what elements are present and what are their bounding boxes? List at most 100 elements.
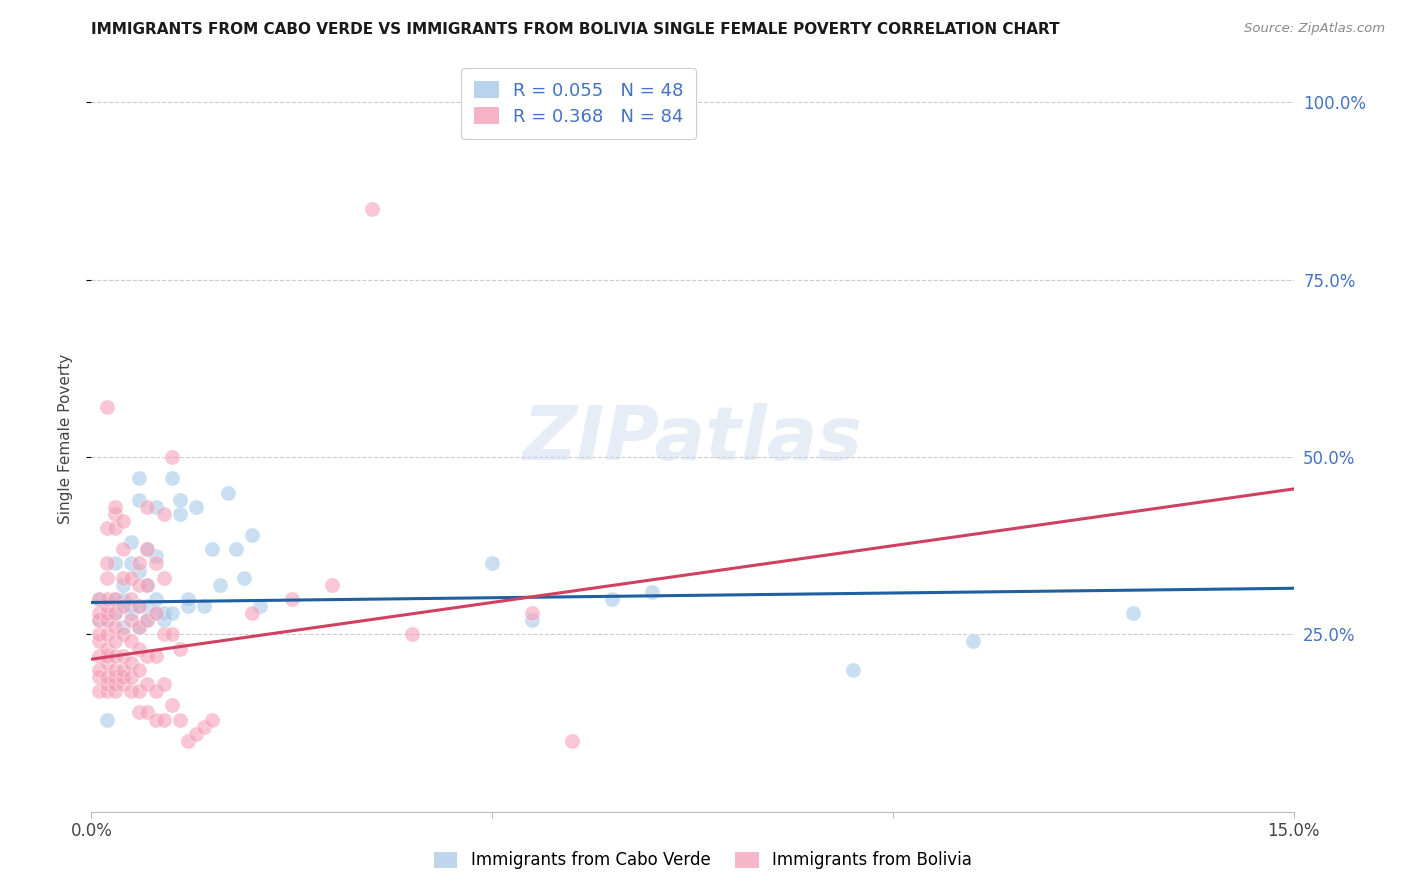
Point (112, 542, 135, 557)
Point (104, 606, 127, 620)
Point (145, 591, 167, 606)
Point (96, 401, 118, 415)
Point (112, 677, 135, 691)
Point (112, 578, 135, 592)
Point (89, 591, 111, 606)
Point (104, 634, 127, 648)
Point (1122, 606, 1144, 620)
Point (145, 606, 167, 620)
Point (136, 677, 159, 691)
Point (176, 599, 198, 613)
Point (128, 706, 150, 720)
Point (128, 620, 150, 634)
Point (176, 733, 198, 747)
Point (208, 578, 231, 592)
Point (96, 521, 118, 535)
Point (522, 613, 544, 627)
Point (169, 507, 191, 521)
Point (201, 713, 224, 727)
Point (104, 670, 127, 684)
Point (89, 591, 111, 606)
Point (160, 471, 183, 485)
Point (104, 606, 127, 620)
Point (136, 613, 159, 627)
Point (193, 599, 215, 613)
Point (112, 599, 135, 613)
Point (104, 507, 127, 521)
Point (136, 706, 159, 720)
Point (112, 591, 135, 606)
Text: Source: ZipAtlas.com: Source: ZipAtlas.com (1244, 22, 1385, 36)
Point (128, 641, 150, 656)
Point (128, 663, 150, 677)
Point (169, 641, 191, 656)
Point (96, 713, 118, 727)
Legend: Immigrants from Cabo Verde, Immigrants from Bolivia: Immigrants from Cabo Verde, Immigrants f… (425, 841, 981, 880)
Point (561, 733, 583, 747)
Point (89, 670, 111, 684)
Point (136, 542, 159, 557)
Point (160, 698, 183, 713)
Point (160, 450, 183, 464)
Point (96, 613, 118, 627)
Point (136, 500, 159, 514)
Point (522, 606, 544, 620)
Point (104, 521, 127, 535)
Point (128, 620, 150, 634)
Point (152, 606, 174, 620)
Point (184, 500, 207, 514)
Point (121, 571, 143, 585)
Point (112, 663, 135, 677)
Point (240, 528, 263, 542)
Point (112, 620, 135, 634)
Point (89, 613, 111, 627)
Point (240, 606, 263, 620)
Point (112, 648, 135, 663)
Point (176, 591, 198, 606)
Point (145, 606, 167, 620)
Point (96, 648, 118, 663)
Point (136, 578, 159, 592)
Point (152, 677, 174, 691)
Point (121, 634, 143, 648)
Point (145, 713, 167, 727)
Point (145, 500, 167, 514)
Point (112, 627, 135, 641)
Point (89, 627, 111, 641)
Point (136, 599, 159, 613)
Point (160, 606, 183, 620)
Point (96, 606, 118, 620)
Point (112, 595, 135, 609)
Point (193, 720, 215, 734)
Point (104, 648, 127, 663)
Y-axis label: Single Female Poverty: Single Female Poverty (58, 354, 73, 524)
Point (96, 670, 118, 684)
Point (104, 591, 127, 606)
Point (201, 542, 224, 557)
Point (281, 591, 304, 606)
Point (136, 578, 159, 592)
Point (602, 591, 624, 606)
Point (401, 627, 423, 641)
Point (128, 599, 150, 613)
Point (121, 591, 143, 606)
Point (152, 507, 174, 521)
Point (112, 514, 135, 528)
Point (841, 663, 863, 677)
Point (121, 656, 143, 670)
Point (104, 677, 127, 691)
Point (128, 684, 150, 698)
Point (128, 564, 150, 578)
Point (481, 557, 503, 571)
Point (96, 656, 118, 670)
Point (89, 634, 111, 648)
Point (104, 684, 127, 698)
Point (96, 641, 118, 656)
Point (89, 684, 111, 698)
Point (121, 599, 143, 613)
Point (152, 627, 174, 641)
Point (96, 591, 118, 606)
Point (136, 542, 159, 557)
Point (121, 557, 143, 571)
Point (152, 713, 174, 727)
